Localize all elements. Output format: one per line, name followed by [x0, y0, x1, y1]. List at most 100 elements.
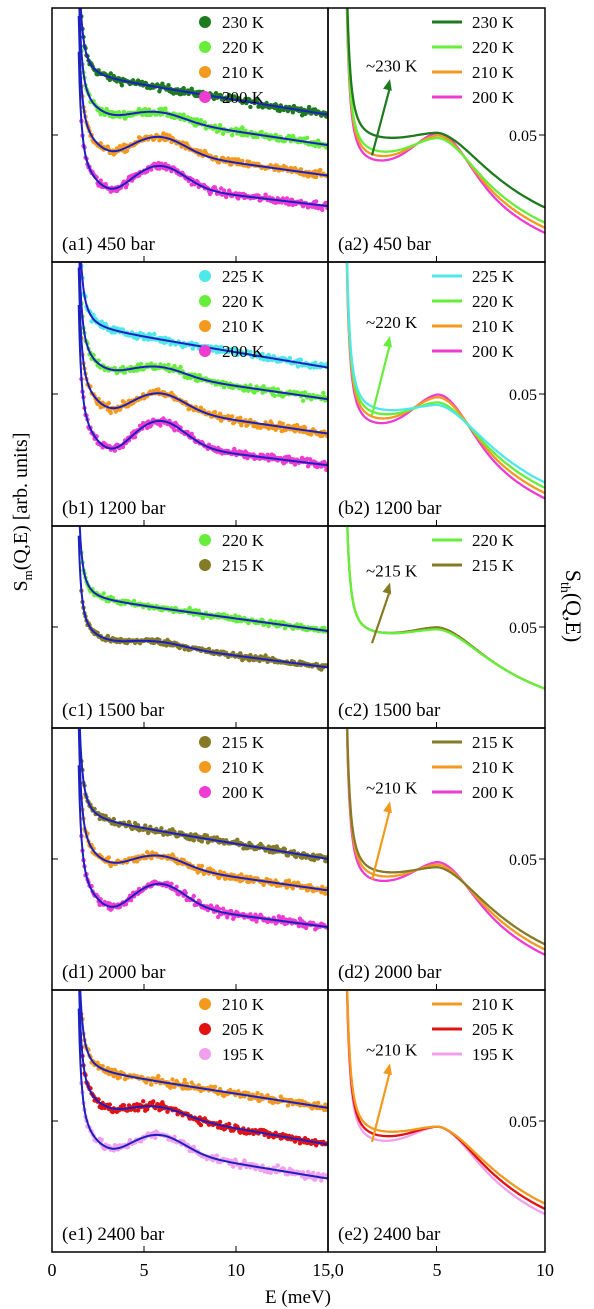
model-line-220k [345, 262, 545, 489]
legend-marker-215k [199, 559, 211, 571]
legend-label: 195 K [222, 1045, 265, 1064]
legend-marker-215k [199, 736, 211, 748]
data-point [149, 361, 154, 366]
data-point [212, 410, 218, 415]
panel-label-e2: (e2) 2400 bar [338, 1224, 441, 1245]
model-line-220k [345, 8, 545, 224]
panel-e2: 0.05 210 K 205 K 195 K ~210 K (e2) 2400 bar [327, 989, 546, 1253]
data-point [321, 390, 326, 396]
panel-c2: 0.05 220 K 215 K ~215 K (c2) 1500 bar [327, 525, 546, 729]
legend-label: 225 K [472, 267, 515, 286]
data-point [323, 891, 328, 896]
model-line-210k [345, 262, 545, 495]
data-point [153, 1135, 158, 1141]
data-point [107, 901, 113, 906]
temperature-annotation: ~210 K [366, 1041, 418, 1060]
legend-label: 200 K [472, 342, 515, 361]
annotation-arrowhead [383, 79, 392, 91]
data-point [256, 193, 261, 198]
y-tick-label-0-05: 0.05 [509, 620, 537, 637]
annotation-arrow [370, 809, 392, 881]
data-point [233, 613, 238, 618]
data-point [181, 112, 186, 117]
data-point [105, 633, 111, 639]
data-point [298, 167, 304, 172]
temperature-annotation: ~220 K [366, 313, 418, 332]
data-point [216, 906, 222, 912]
panel-frame-d1 [51, 727, 329, 991]
data-point [159, 826, 164, 831]
data-point [304, 135, 310, 140]
fit-line-210k [77, 15, 328, 177]
panel-label-c2: (c2) 1500 bar [338, 700, 441, 721]
data-point [200, 615, 206, 621]
data-point [132, 434, 138, 440]
panel-d1: 215 K 210 K 200 K (d1) 2000 bar [51, 727, 329, 991]
data-point [272, 393, 277, 398]
legend-label: 210 K [472, 995, 515, 1014]
data-point [182, 1077, 187, 1083]
legend-label: 225 K [222, 267, 265, 286]
data-point [320, 207, 325, 212]
data-point [117, 1075, 123, 1080]
data-point [145, 849, 150, 855]
legend-marker-220k [199, 295, 211, 307]
data-point [120, 327, 126, 332]
x-tick-label-right-5: 5 [433, 1260, 442, 1280]
y-axis-label-left-sub: m [20, 570, 35, 580]
data-point [319, 1178, 324, 1183]
legend-marker-220k [199, 534, 211, 546]
data-point [148, 332, 153, 337]
data-point [151, 1099, 156, 1104]
fit-line-210k [77, 267, 328, 435]
data-point [178, 364, 183, 370]
data-point [302, 390, 308, 395]
legend-label: 205 K [222, 1020, 265, 1039]
data-point [116, 110, 122, 115]
legend-label: 200 K [472, 88, 515, 107]
data-point [299, 855, 305, 860]
temperature-annotation: ~210 K [366, 779, 418, 798]
legend-label: 215 K [222, 733, 265, 752]
data-point [111, 816, 117, 822]
data-point [231, 1164, 236, 1169]
data-point [248, 104, 253, 110]
panel-label-c1: (c1) 1500 bar [62, 700, 165, 721]
data-point [314, 174, 319, 180]
legend-marker-210k [199, 66, 211, 78]
data-point [191, 893, 196, 899]
annotation-arrow [370, 590, 392, 644]
data-point [187, 605, 192, 611]
data-point [124, 148, 130, 153]
data-point [199, 839, 205, 844]
legend-label: 195 K [472, 1045, 515, 1064]
data-point [196, 1083, 201, 1088]
plot-area-b1 [77, 262, 328, 472]
data-point [215, 914, 221, 920]
annotation-arrowhead [383, 801, 392, 814]
model-line-220k [346, 526, 545, 690]
data-point [198, 1122, 204, 1128]
model-line-230k [346, 8, 545, 209]
fit-line-220k [78, 8, 328, 147]
legend-label: 210 K [222, 63, 265, 82]
data-point [230, 133, 235, 138]
legend-label: 200 K [222, 342, 265, 361]
annotation-arrowhead [383, 1063, 392, 1076]
fit-line-200k [77, 765, 328, 929]
data-point [123, 902, 129, 907]
legend-label: 200 K [222, 783, 265, 802]
fit-line-210k [77, 728, 328, 892]
fit-line-215k [78, 728, 328, 860]
fit-line-205k [78, 990, 328, 1146]
fit-line-200k [77, 51, 328, 208]
panel-label-d2: (d2) 2000 bar [338, 962, 442, 983]
data-point [99, 1137, 104, 1143]
data-point [324, 200, 328, 206]
panel-e1: 210 K 205 K 195 K (e1) 2400 bar [51, 989, 329, 1253]
data-point [106, 855, 112, 860]
legend-label: 230 K [472, 13, 515, 32]
data-point [282, 847, 288, 852]
legend-label: 220 K [222, 531, 265, 550]
legend-label: 200 K [472, 783, 515, 802]
